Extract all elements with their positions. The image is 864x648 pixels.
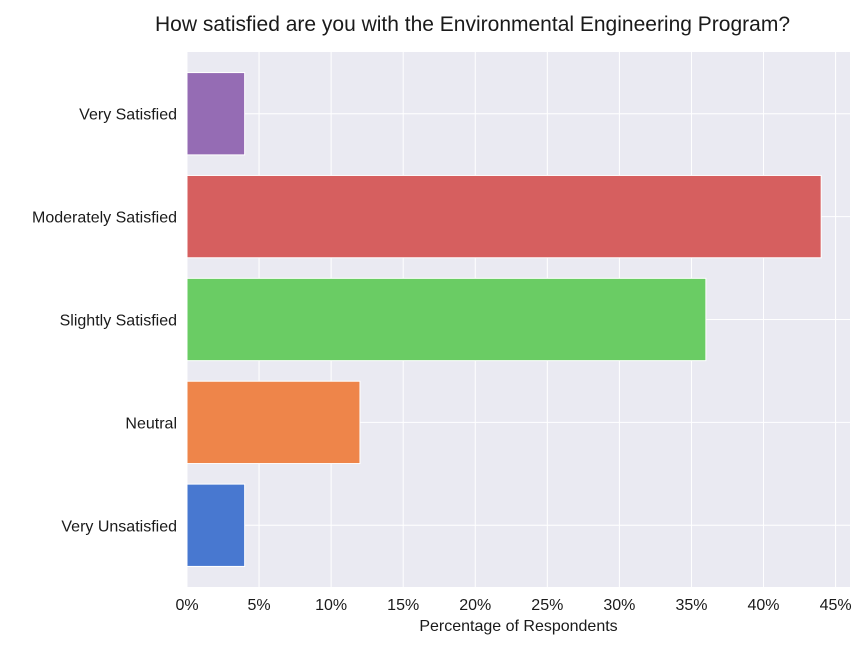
x-tick-label: 10% xyxy=(315,597,347,614)
y-tick-labels: Very Unsatisfied Neutral Slightly Satisfie… xyxy=(32,107,177,536)
y-tick-label: Very Unsatisfied xyxy=(61,518,177,535)
y-tick-label: Moderately Satisfied xyxy=(32,210,177,227)
x-tick-label: 25% xyxy=(531,597,563,614)
x-tick-label: 45% xyxy=(820,597,852,614)
x-tick-label: 20% xyxy=(459,597,491,614)
x-tick-label: 40% xyxy=(748,597,780,614)
y-tick-label: Neutral xyxy=(125,415,177,432)
chart-title: How satisfied are you with the Environme… xyxy=(155,13,790,36)
bar-slightly-satisfied xyxy=(186,277,707,362)
x-tick-label: 15% xyxy=(387,597,419,614)
x-tick-label: 5% xyxy=(248,597,271,614)
bar-very-unsatisfied xyxy=(186,483,246,567)
x-tick-labels: 0% 5% 10% 15% 20% 25% 30% 35% 40% 45% xyxy=(175,597,851,614)
x-tick-label: 30% xyxy=(603,597,635,614)
x-tick-label: 0% xyxy=(175,597,198,614)
y-tick-label: Very Satisfied xyxy=(79,107,177,124)
x-axis-label: Percentage of Respondents xyxy=(419,618,617,635)
x-tick-label: 35% xyxy=(675,597,707,614)
bars xyxy=(186,72,822,567)
bar-moderately-satisfied xyxy=(186,174,822,259)
y-tick-label: Slightly Satisfied xyxy=(60,313,177,330)
bar-neutral xyxy=(186,380,361,465)
bar-very-satisfied xyxy=(186,72,246,156)
